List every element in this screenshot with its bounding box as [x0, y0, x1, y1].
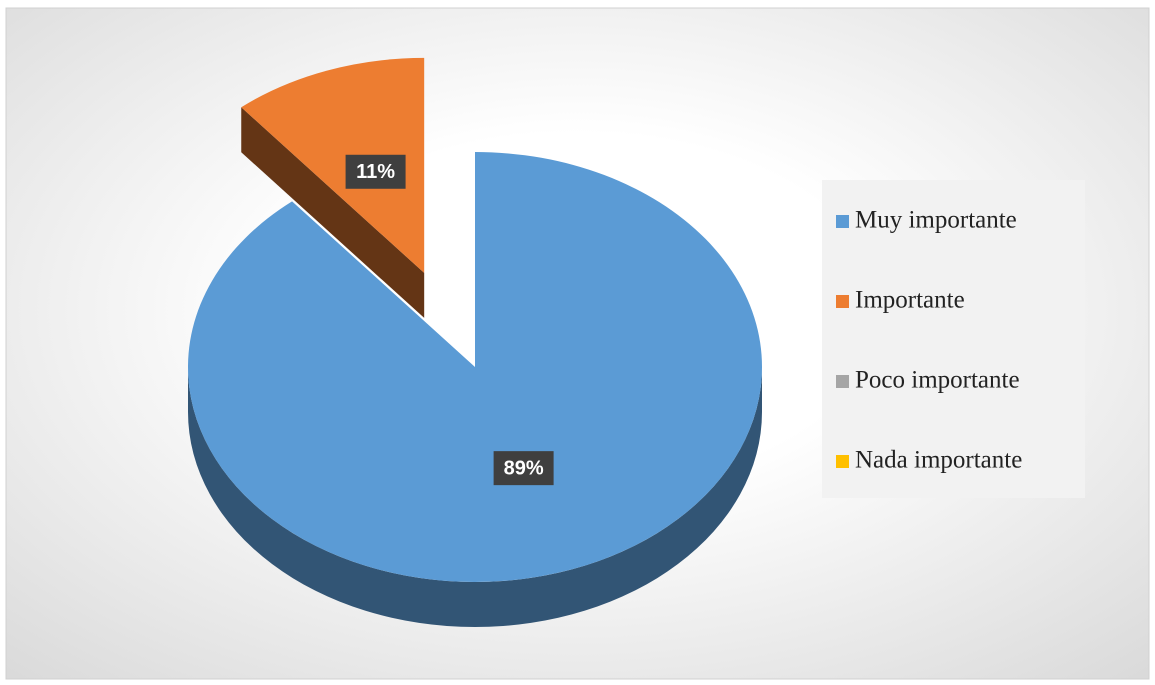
- slice: [187, 152, 763, 583]
- legend-box: [822, 180, 1085, 498]
- data-label-box: [345, 154, 406, 189]
- legend: Muy importante Importante Poco importante N…: [836, 207, 1022, 474]
- legend-swatch: [836, 455, 849, 468]
- slice-cut-face: [241, 107, 425, 318]
- legend-label: Muy importante: [855, 207, 1017, 234]
- legend-label: Poco importante: [855, 367, 1020, 394]
- data-label: 11%: [356, 161, 395, 183]
- data-label-box: [493, 451, 554, 486]
- slice-side: [188, 367, 762, 627]
- legend-swatch: [836, 375, 849, 388]
- legend-swatch: [836, 295, 849, 308]
- slice: [241, 57, 425, 273]
- legend-swatch: [836, 215, 849, 228]
- legend-label: Nada importante: [855, 447, 1022, 474]
- data-label: 89%: [504, 457, 544, 479]
- legend-label: Importante: [855, 287, 965, 314]
- pie: 89% 11%: [187, 57, 763, 627]
